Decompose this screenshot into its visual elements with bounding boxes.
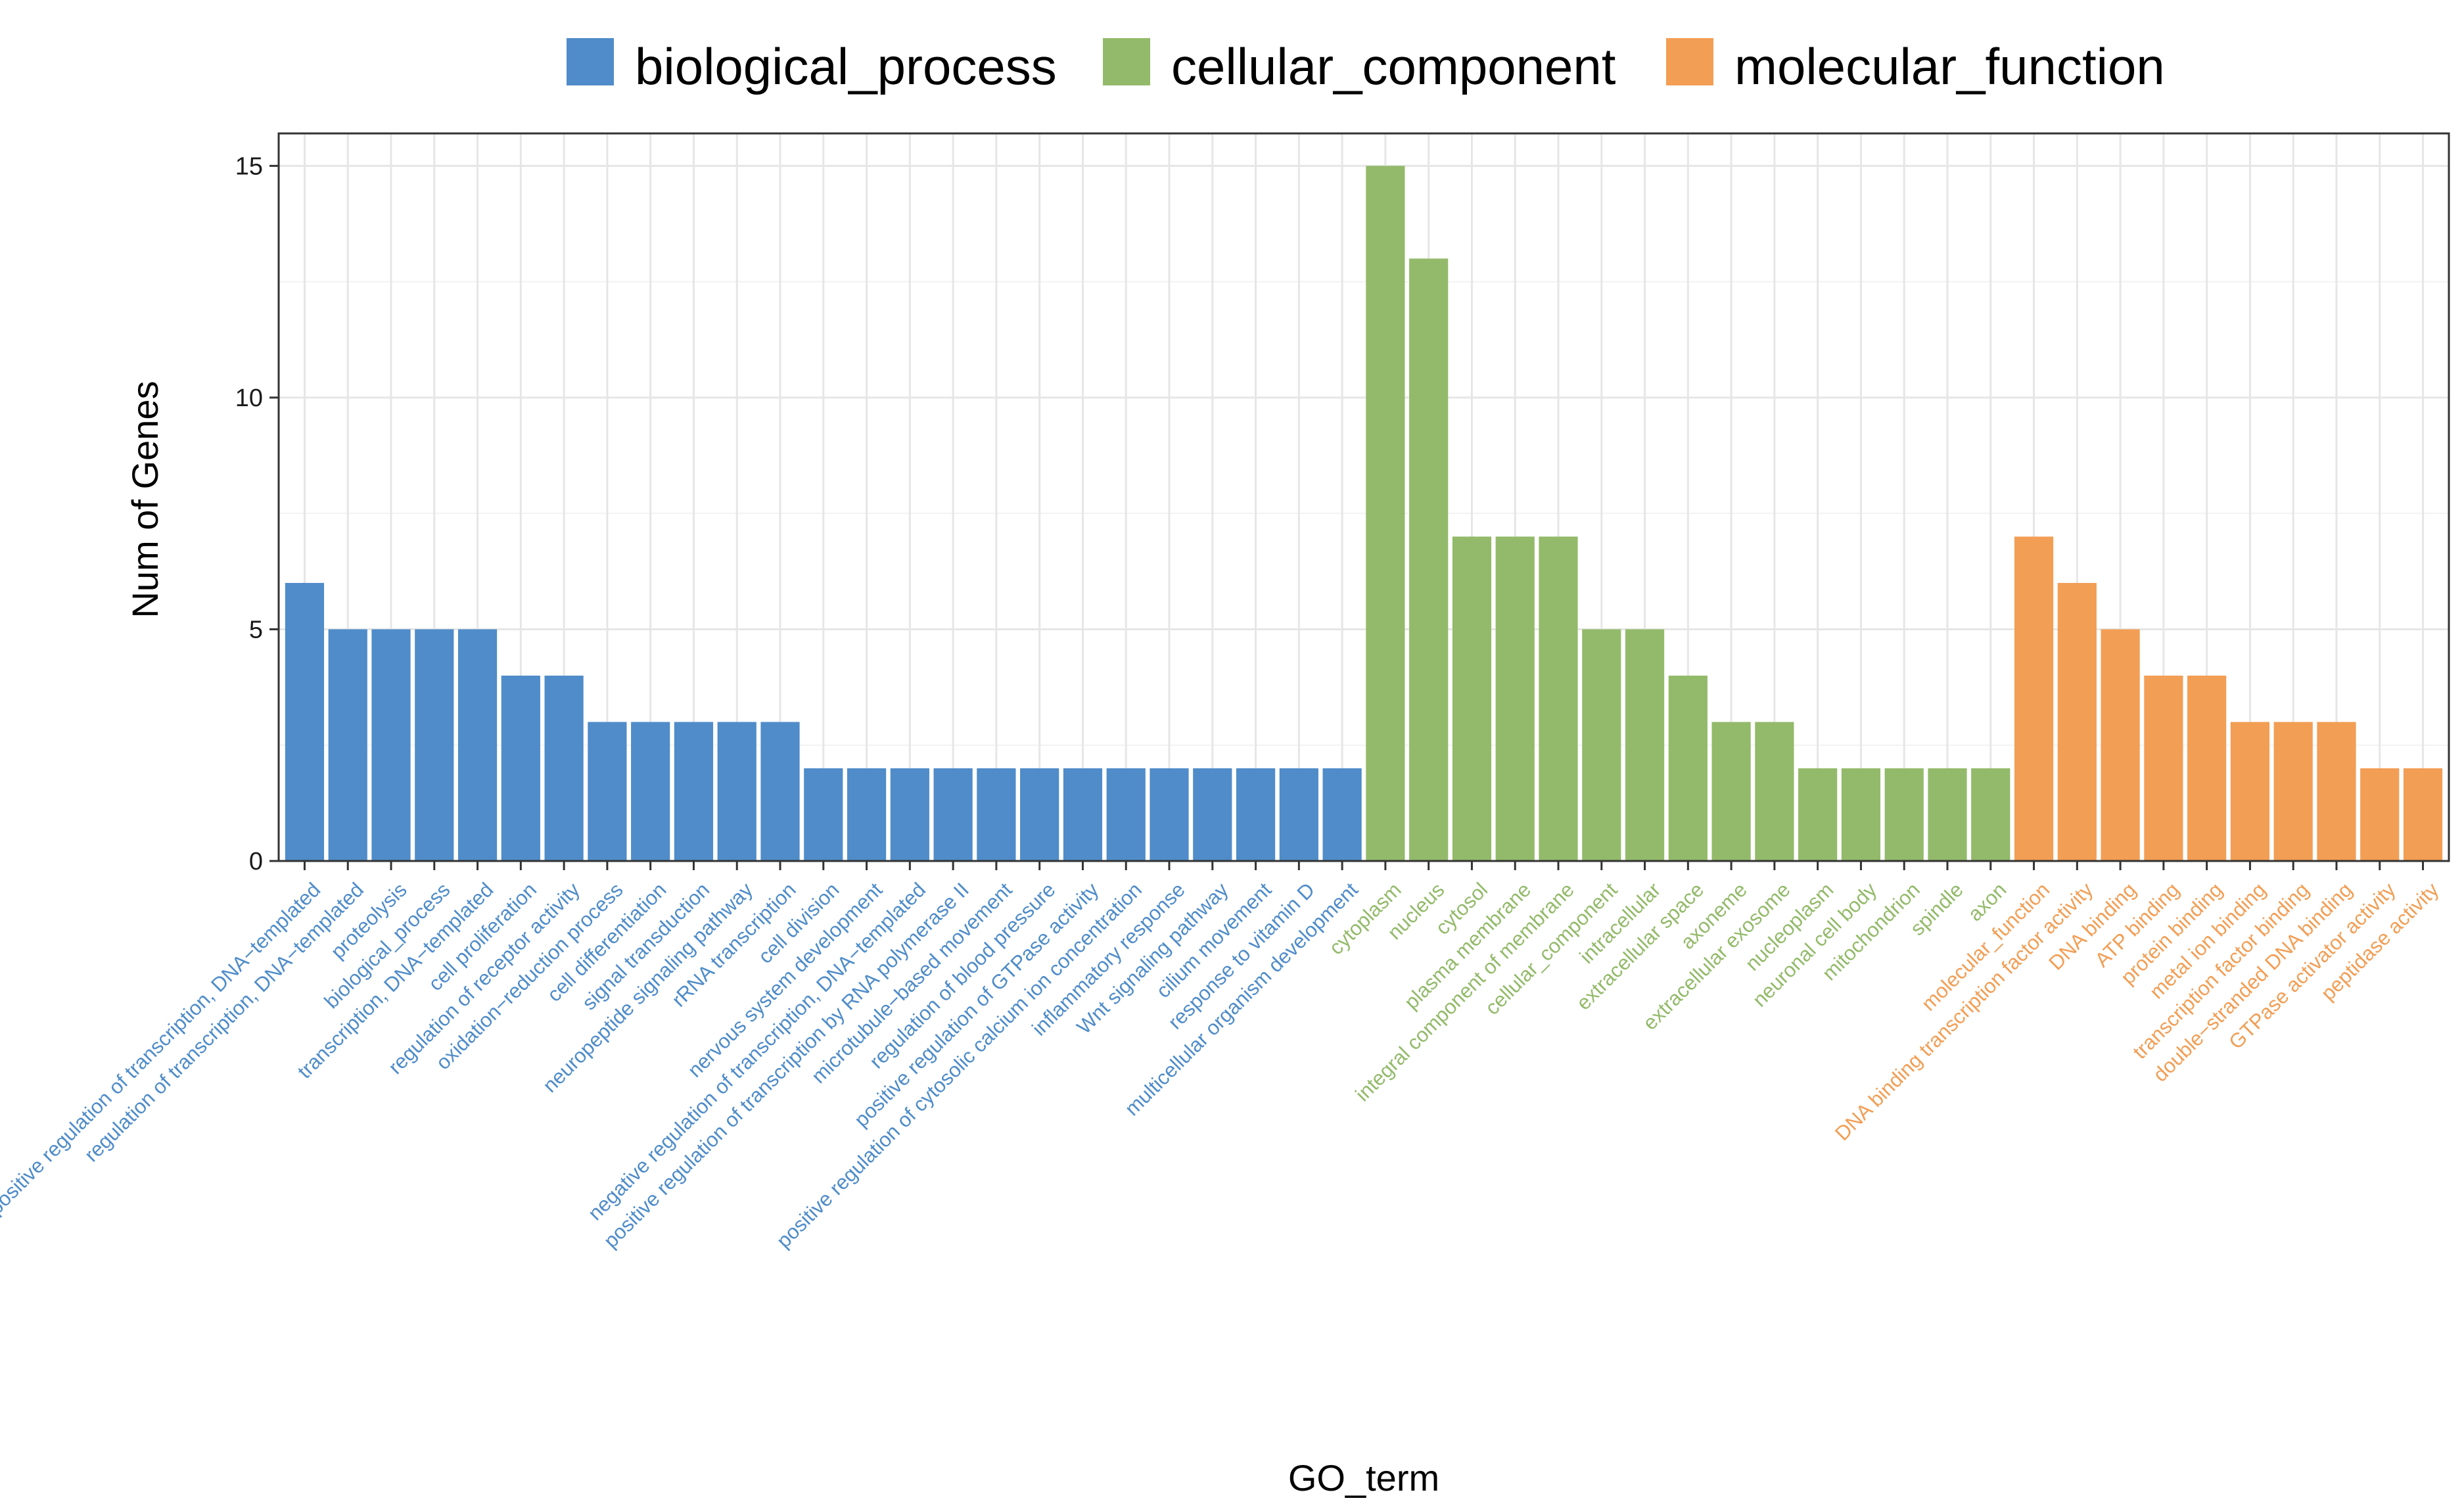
bar: [1625, 629, 1665, 861]
legend: biological_process cellular_component mole…: [567, 37, 2165, 95]
y-tick-label: 5: [249, 616, 263, 643]
bar: [631, 722, 670, 861]
y-tick-label: 0: [249, 848, 263, 875]
bar: [328, 629, 367, 861]
bar: [1928, 768, 1967, 861]
bar: [544, 675, 584, 861]
bar: [933, 768, 973, 861]
legend-key: [1103, 38, 1150, 85]
bar: [674, 722, 714, 861]
bar: [2144, 675, 2183, 861]
bar: [847, 768, 887, 861]
bar: [717, 722, 756, 861]
bar: [804, 768, 843, 861]
bar: [1755, 722, 1794, 861]
bar: [977, 768, 1016, 861]
bar: [1841, 768, 1881, 861]
bar: [1711, 722, 1751, 861]
bar: [1452, 536, 1492, 861]
bar: [2360, 768, 2400, 861]
x-axis: positive regulation of transcription, DN…: [0, 861, 2444, 1252]
bar: [1971, 768, 2011, 861]
bar: [1495, 536, 1535, 861]
legend-key: [567, 38, 614, 85]
bar: [1409, 258, 1449, 861]
bar: [2057, 582, 2097, 861]
bar: [760, 722, 800, 861]
bar: [1668, 675, 1708, 861]
bar: [371, 629, 411, 861]
y-axis: 0 5 10 15: [235, 152, 279, 875]
bar: [588, 722, 627, 861]
bar: [285, 582, 325, 861]
bar: [1322, 768, 1362, 861]
legend-key: [1666, 38, 1713, 85]
bar: [1582, 629, 1621, 861]
bar: [1884, 768, 1924, 861]
bar: [1366, 166, 1405, 861]
bar: [2273, 722, 2313, 861]
x-axis-title: GO_term: [1288, 1457, 1439, 1499]
bar: [1106, 768, 1146, 861]
bar: [2101, 629, 2140, 861]
legend-label: cellular_component: [1171, 37, 1616, 95]
bar: [2317, 722, 2356, 861]
bar: [457, 629, 498, 861]
x-tick-label: regulation of transcription, DNA−templat…: [80, 878, 368, 1166]
x-tick-label: positive regulation of transcription, DN…: [0, 878, 325, 1219]
bar: [1539, 536, 1578, 861]
bar: [2230, 722, 2270, 861]
bar: [1063, 768, 1103, 861]
bar: [2403, 768, 2443, 861]
bar: [501, 675, 540, 861]
bar: [2014, 536, 2054, 861]
bar: [415, 629, 454, 861]
bar: [1020, 768, 1059, 861]
bar: [1279, 768, 1318, 861]
bar: [2187, 675, 2227, 861]
legend-label: molecular_function: [1734, 37, 2165, 95]
bar: [1236, 768, 1276, 861]
legend-label: biological_process: [635, 37, 1057, 95]
bar: [1193, 768, 1232, 861]
y-tick-label: 10: [235, 384, 263, 412]
bar: [1798, 768, 1838, 861]
bars: [285, 166, 2443, 861]
y-tick-label: 15: [235, 152, 263, 180]
y-axis-title: Num of Genes: [124, 381, 166, 618]
plot-panel-border: [277, 132, 2450, 862]
bar: [890, 768, 929, 861]
bar: [1150, 768, 1189, 861]
